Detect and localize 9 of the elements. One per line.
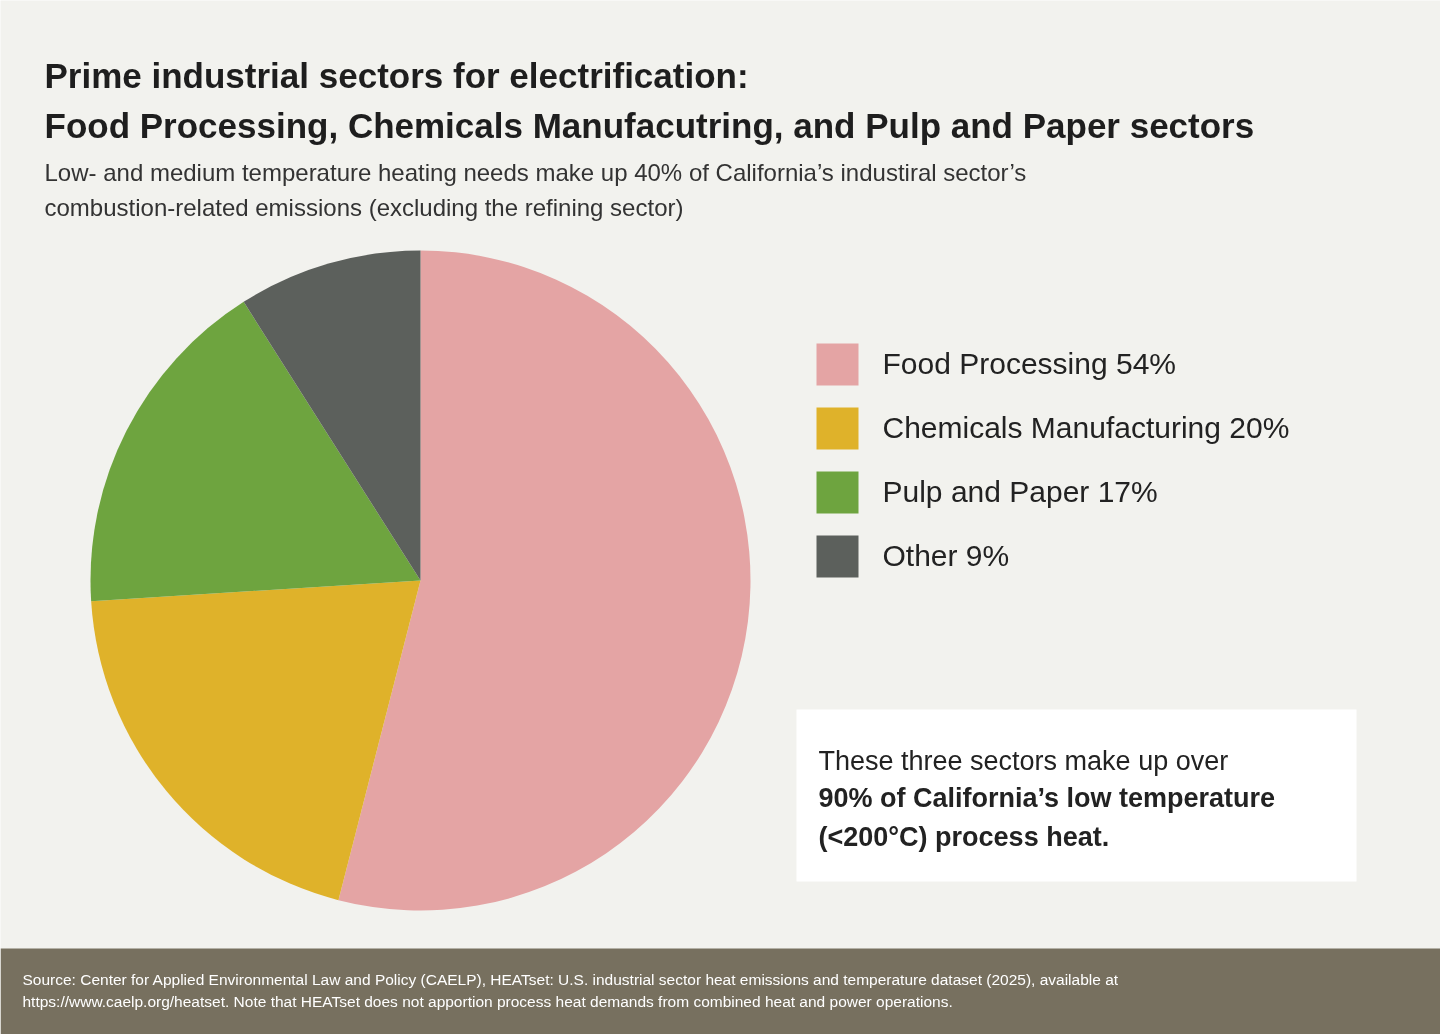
legend-label: Food Processing 54%	[882, 346, 1176, 380]
chart-title: Prime industrial sectors for electrification: Food Processing, Chemicals Manufacutring, and Pulp and Paper sectors	[44, 55, 1255, 146]
chart-subtitle: Low- and medium temperature heating needs make up 40% of California’s industiral sector’s combustion-related emissions (excluding the refining sector)	[44, 158, 1027, 221]
text: These three sectors make up over	[818, 745, 1229, 776]
source-note: Source: Center for Applied Environmental Law and Policy (CAELP), HEATset: U.S. industrial sector heat emissions and temperature dataset (2025), available at https://www.caelp.org/heatset. Note that HEATset does not apportion process heat demands from combined heat and power operations.	[22, 970, 1119, 1010]
legend-label: Pulp and Paper 17%	[882, 474, 1158, 508]
legend-label: Chemicals Manufacturing 20%	[882, 410, 1290, 444]
text: 90% of California’s low temperature (<200°C) process heat.	[818, 782, 1276, 852]
legend-label: Other 9%	[882, 538, 1010, 572]
